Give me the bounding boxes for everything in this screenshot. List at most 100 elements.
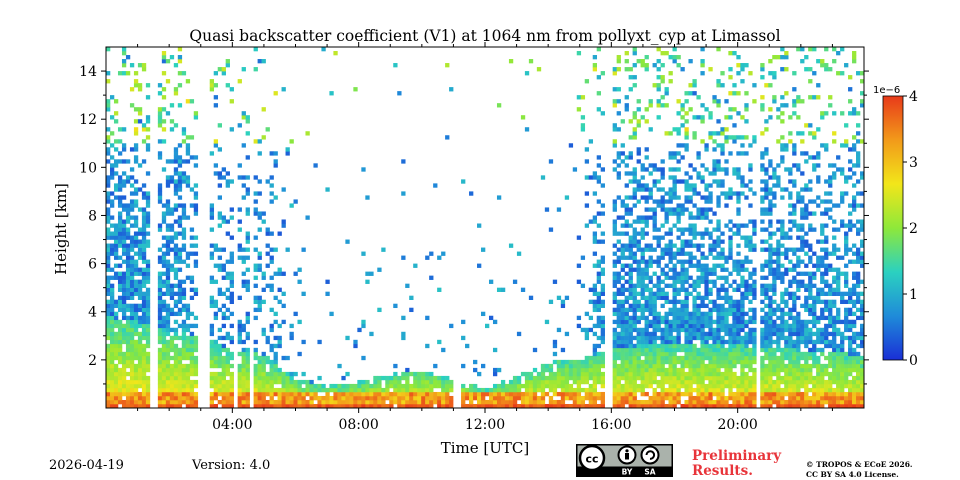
heatmap-cell bbox=[684, 195, 689, 200]
heatmap-cell bbox=[325, 391, 330, 397]
heatmap-cell bbox=[784, 379, 789, 385]
heatmap-cell bbox=[704, 347, 709, 353]
heatmap-cell bbox=[137, 367, 143, 373]
heatmap-cell bbox=[708, 287, 713, 292]
heatmap-cell bbox=[552, 343, 558, 349]
heatmap-cell bbox=[780, 379, 785, 385]
heatmap-cell bbox=[828, 267, 833, 272]
heatmap-cell bbox=[748, 247, 753, 252]
heatmap-cell bbox=[181, 351, 187, 357]
heatmap-cell bbox=[106, 403, 111, 409]
heatmap-cell bbox=[668, 259, 673, 264]
heatmap-cell bbox=[800, 303, 805, 309]
heatmap-cell bbox=[700, 395, 705, 401]
heatmap-cell bbox=[656, 295, 661, 300]
heatmap-cell bbox=[824, 367, 829, 373]
heatmap-cell bbox=[772, 251, 777, 256]
heatmap-cell bbox=[129, 239, 135, 244]
heatmap-cell bbox=[700, 215, 705, 220]
heatmap-cell bbox=[788, 211, 793, 216]
heatmap-cell bbox=[564, 295, 570, 300]
heatmap-cell bbox=[688, 395, 693, 401]
heatmap-cell bbox=[764, 191, 769, 196]
heatmap-cell bbox=[137, 399, 143, 405]
heatmap-cell bbox=[429, 403, 434, 409]
heatmap-cell bbox=[800, 391, 805, 397]
heatmap-cell bbox=[548, 399, 554, 405]
heatmap-cell bbox=[297, 399, 302, 405]
heatmap-cell bbox=[776, 179, 781, 184]
heatmap-cell bbox=[165, 279, 171, 284]
heatmap-cell bbox=[652, 399, 657, 405]
heatmap-cell bbox=[193, 191, 199, 196]
heatmap-cell bbox=[740, 63, 745, 68]
heatmap-cell bbox=[481, 387, 486, 393]
heatmap-cell bbox=[796, 263, 801, 268]
heatmap-cell bbox=[209, 279, 215, 284]
heatmap-cell bbox=[648, 331, 653, 337]
heatmap-cell bbox=[672, 375, 677, 381]
heatmap-cell bbox=[580, 115, 586, 120]
heatmap-cell bbox=[572, 379, 578, 385]
heatmap-cell bbox=[245, 231, 250, 236]
heatmap-cell bbox=[429, 399, 434, 405]
heatmap-cell bbox=[672, 303, 677, 309]
heatmap-cell bbox=[106, 235, 111, 240]
heatmap-cell bbox=[257, 387, 262, 393]
heatmap-cell bbox=[788, 191, 793, 196]
heatmap-cell bbox=[469, 387, 474, 393]
heatmap-cell bbox=[277, 231, 282, 236]
heatmap-cell bbox=[125, 347, 131, 353]
heatmap-cell bbox=[656, 311, 661, 317]
heatmap-cell bbox=[245, 267, 250, 272]
heatmap-cell bbox=[820, 247, 825, 252]
heatmap-cell bbox=[828, 391, 833, 397]
heatmap-cell bbox=[269, 387, 274, 393]
heatmap-cell bbox=[744, 391, 749, 397]
heatmap-cell bbox=[273, 363, 278, 369]
heatmap-cell bbox=[181, 279, 187, 284]
heatmap-cell bbox=[113, 195, 119, 200]
heatmap-cell bbox=[812, 311, 817, 317]
heatmap-cell bbox=[241, 247, 246, 252]
heatmap-cell bbox=[520, 403, 526, 409]
heatmap-cell bbox=[137, 383, 143, 389]
heatmap-cell bbox=[161, 367, 167, 373]
heatmap-cell bbox=[113, 171, 119, 176]
heatmap-cell bbox=[648, 351, 653, 357]
heatmap-cell bbox=[812, 251, 817, 256]
heatmap-cell bbox=[173, 335, 179, 341]
heatmap-cell bbox=[624, 247, 629, 252]
heatmap-cell bbox=[732, 363, 737, 369]
heatmap-cell bbox=[740, 335, 745, 341]
heatmap-cell bbox=[640, 303, 645, 309]
heatmap-cell bbox=[500, 403, 506, 409]
heatmap-cell bbox=[473, 359, 478, 365]
heatmap-cell bbox=[772, 231, 777, 236]
heatmap-cell bbox=[752, 379, 757, 385]
heatmap-cell bbox=[640, 163, 645, 168]
heatmap-cell bbox=[636, 307, 641, 313]
heatmap-cell bbox=[764, 227, 769, 232]
heatmap-cell bbox=[780, 243, 785, 248]
heatmap-cell bbox=[277, 371, 282, 377]
heatmap-cell bbox=[161, 359, 167, 365]
heatmap-cell bbox=[676, 291, 681, 296]
heatmap-cell bbox=[732, 351, 737, 357]
heatmap-cell bbox=[624, 387, 629, 393]
heatmap-cell bbox=[668, 255, 673, 260]
heatmap-cell bbox=[169, 375, 175, 381]
heatmap-cell bbox=[189, 243, 195, 248]
heatmap-cell bbox=[584, 203, 590, 208]
heatmap-cell bbox=[616, 55, 621, 60]
heatmap-cell bbox=[133, 83, 139, 88]
heatmap-cell bbox=[676, 347, 681, 353]
heatmap-cell bbox=[816, 379, 821, 385]
heatmap-cell bbox=[728, 219, 733, 224]
heatmap-cell bbox=[716, 251, 721, 256]
heatmap-cell bbox=[808, 211, 813, 216]
heatmap-cell bbox=[461, 387, 466, 393]
heatmap-cell bbox=[696, 335, 701, 341]
heatmap-cell bbox=[245, 395, 250, 401]
